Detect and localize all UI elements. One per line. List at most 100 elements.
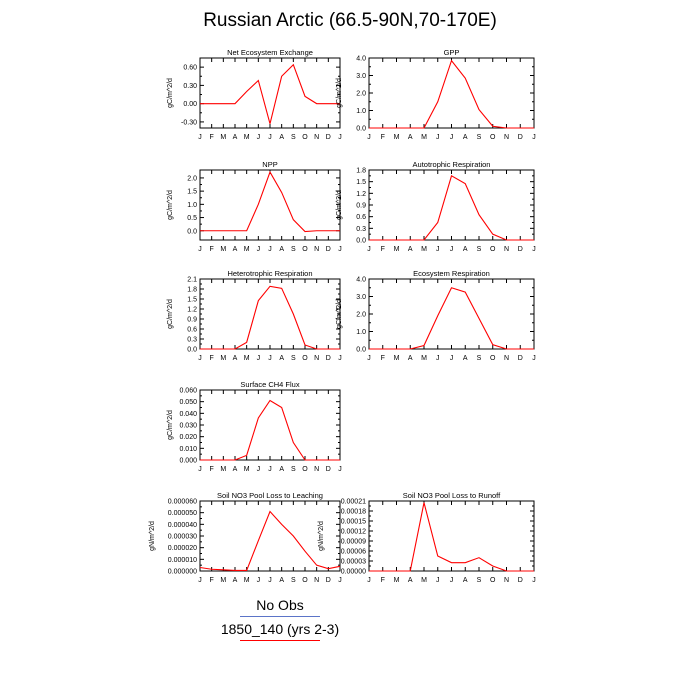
x-tick-label: A [408, 355, 413, 362]
x-tick-label: D [518, 246, 523, 253]
x-tick-label: A [279, 134, 284, 141]
x-tick-label: M [394, 246, 400, 253]
x-tick-label: F [381, 355, 385, 362]
x-tick-label: O [302, 134, 308, 141]
panel-title: NPP [262, 160, 277, 169]
plot-frame [199, 57, 341, 129]
x-tick-label: D [326, 466, 331, 473]
x-tick-label: M [220, 577, 226, 584]
x-tick-label: F [381, 134, 385, 141]
x-tick-label: M [394, 355, 400, 362]
x-tick-label: A [233, 577, 238, 584]
y-tick-label: 0.000000 [168, 569, 197, 576]
x-tick-label: F [381, 246, 385, 253]
y-tick-label: 1.5 [187, 189, 197, 196]
x-tick-label: J [257, 577, 261, 584]
x-tick-label: F [210, 355, 214, 362]
y-tick-label: 1.5 [187, 297, 197, 304]
y-tick-label: 0.0 [356, 126, 366, 133]
series-line-0 [199, 510, 341, 571]
x-tick-label: D [326, 577, 331, 584]
y-tick-label: 0.00000 [341, 569, 366, 576]
x-tick-label: J [257, 246, 261, 253]
y-tick-label: 1.8 [187, 287, 197, 294]
x-tick-label: N [314, 466, 319, 473]
x-tick-label: O [302, 246, 308, 253]
x-tick-label: M [421, 355, 427, 362]
y-tick-label: 0.0 [356, 238, 366, 245]
y-tick-label: 0.6 [187, 327, 197, 334]
series-line-0 [369, 175, 534, 241]
x-tick-label: J [436, 355, 440, 362]
x-tick-label: S [477, 577, 482, 584]
x-tick-label: M [244, 466, 250, 473]
x-tick-label: S [291, 355, 296, 362]
x-tick-label: N [504, 355, 509, 362]
y-tick-label: 1.8 [356, 168, 366, 175]
x-tick-label: J [338, 577, 342, 584]
x-tick-label: M [244, 355, 250, 362]
x-tick-label: N [504, 246, 509, 253]
x-tick-label: N [504, 134, 509, 141]
chart-panel-6: Surface CH4 Flux gC/m^2/d 0.000 0.010 0.020 0… [167, 380, 342, 473]
plot-frame [368, 57, 535, 129]
x-tick-label: J [268, 577, 272, 584]
x-tick-label: D [518, 355, 523, 362]
series-line-0 [369, 502, 534, 572]
x-tick-label: M [220, 134, 226, 141]
x-tick-label: S [291, 466, 296, 473]
x-tick-label: D [518, 134, 523, 141]
x-tick-label: J [338, 355, 342, 362]
x-tick-label: J [338, 134, 342, 141]
y-axis-label: gC/m^2/d [167, 410, 174, 440]
y-tick-label: 0.000030 [168, 534, 197, 541]
x-tick-label: A [408, 134, 413, 141]
y-tick-label: 0.050 [179, 399, 197, 406]
y-tick-label: 0.00009 [341, 539, 366, 546]
x-tick-label: J [450, 246, 454, 253]
legend-model: 1850_140 (yrs 2-3) [200, 621, 360, 641]
x-tick-label: J [532, 134, 536, 141]
y-tick-label: 0.6 [356, 214, 366, 221]
y-tick-label: 1.5 [356, 179, 366, 186]
x-tick-label: N [314, 577, 319, 584]
y-tick-label: -0.30 [181, 119, 197, 126]
x-tick-label: J [450, 577, 454, 584]
x-tick-label: J [367, 355, 371, 362]
x-tick-label: A [463, 246, 468, 253]
y-tick-label: 0.0 [187, 347, 197, 354]
y-tick-label: 0.040 [179, 411, 197, 418]
y-tick-label: 0.000040 [168, 522, 197, 529]
y-tick-label: 2.0 [356, 312, 366, 319]
x-tick-label: J [532, 577, 536, 584]
y-tick-label: 2.0 [187, 175, 197, 182]
chart-panel-1: GPP gC/m^2/d 0.0 1.0 2.0 3.0 4.0 J F M A M J J A S O N D J [336, 48, 536, 141]
chart-panel-0: Net Ecosystem Exchange gC/m^2/d -0.30 0.00 0… [167, 48, 342, 141]
legend-obs-line [240, 616, 320, 617]
x-tick-label: J [436, 246, 440, 253]
chart-panel-3: Autotrophic Respiration gC/m^2/d 0.0 0.3 0.6… [336, 160, 536, 253]
x-tick-label: S [477, 355, 482, 362]
x-tick-label: A [233, 246, 238, 253]
legend-obs: No Obs [200, 597, 360, 617]
x-tick-label: F [210, 577, 214, 584]
x-tick-label: S [291, 134, 296, 141]
x-tick-label: A [408, 246, 413, 253]
x-tick-label: S [291, 246, 296, 253]
panel-title: Net Ecosystem Exchange [227, 48, 313, 57]
y-tick-label: 3.0 [356, 294, 366, 301]
x-tick-label: J [198, 577, 202, 584]
series-line-0 [369, 59, 534, 129]
y-axis-label: gC/m^2/d [336, 78, 343, 108]
x-tick-label: A [279, 577, 284, 584]
y-tick-label: 0.060 [179, 388, 197, 395]
series-line-0 [200, 399, 340, 461]
x-tick-label: J [450, 355, 454, 362]
y-tick-label: 4.0 [356, 277, 366, 284]
plot-frame [199, 169, 341, 241]
x-tick-label: N [314, 246, 319, 253]
x-tick-label: J [198, 246, 202, 253]
x-tick-label: A [279, 246, 284, 253]
x-tick-label: J [532, 355, 536, 362]
